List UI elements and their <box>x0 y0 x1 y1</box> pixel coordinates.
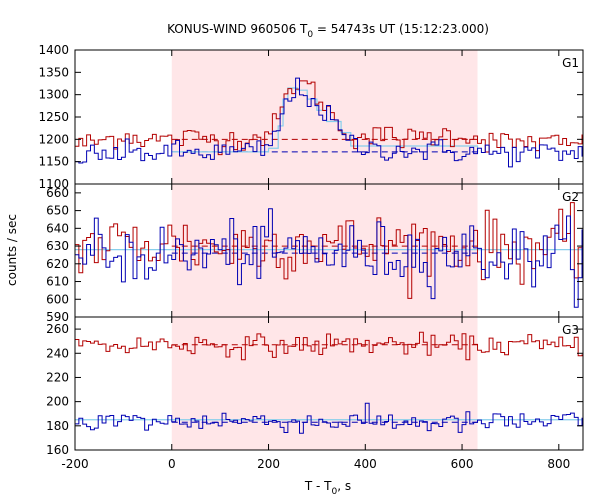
x-axis-title: T - T0, s <box>304 479 351 497</box>
y-tick-label-g2: 660 <box>46 186 69 200</box>
y-tick-label-g3: 200 <box>46 395 69 409</box>
y-tick-label-g2: 620 <box>46 257 69 271</box>
blue-series-g1 <box>75 77 583 168</box>
y-tick-label-g1: 1250 <box>38 110 69 124</box>
y-tick-label-g2: 600 <box>46 292 69 306</box>
shaded-region-g1 <box>171 50 478 184</box>
y-tick-label-g3: 240 <box>46 346 69 360</box>
y-tick-label-g3: 180 <box>46 419 69 433</box>
shaded-region-g2 <box>171 184 478 317</box>
y-tick-label-g1: 1150 <box>38 155 69 169</box>
data-layer <box>75 77 583 434</box>
y-tick-label-g1: 1400 <box>38 43 69 57</box>
y-tick-label-g2: 640 <box>46 221 69 235</box>
x-tick-label: 400 <box>354 457 377 471</box>
y-tick-label-g2: 590 <box>46 310 69 324</box>
y-tick-label-g3: 160 <box>46 443 69 457</box>
shaded-region-layer <box>171 50 478 450</box>
y-tick-label-g1: 1300 <box>38 88 69 102</box>
x-tick-label: 0 <box>168 457 176 471</box>
panel-label-g1: G1 <box>562 56 579 70</box>
fit-line-g1 <box>171 87 479 153</box>
x-tick-label: 600 <box>451 457 474 471</box>
x-tick-label: 200 <box>257 457 280 471</box>
y-tick-label-g3: 220 <box>46 370 69 384</box>
y-tick-label-g2: 610 <box>46 275 69 289</box>
shaded-region-g3 <box>171 317 478 450</box>
red-series-g3 <box>75 331 583 361</box>
x-tick-label: 800 <box>547 457 570 471</box>
axes-layer <box>74 49 584 451</box>
y-tick-label-g3: 260 <box>46 322 69 336</box>
chart-title: KONUS-WIND 960506 T0 = 54743s UT (15:12:… <box>167 22 489 40</box>
y-tick-label-g2: 630 <box>46 239 69 253</box>
y-tick-label-g1: 1200 <box>38 132 69 146</box>
blue-series-g2 <box>75 208 583 308</box>
y-axis-title: counts / sec <box>5 214 19 286</box>
panel-label-g2: G2 <box>562 190 579 204</box>
y-tick-label-g2: 650 <box>46 204 69 218</box>
y-tick-label-g1: 1350 <box>38 65 69 79</box>
labels-layer: 1100 1150 1200 1250 1300 1350 1400 G1 590 600 610 6… <box>38 43 579 471</box>
y-tick-label-g1: 1100 <box>38 177 69 191</box>
panel-label-g3: G3 <box>562 323 579 337</box>
panel-frame-g3 <box>74 316 584 451</box>
x-tick-label: -200 <box>61 457 88 471</box>
blue-series-g3 <box>75 402 583 434</box>
